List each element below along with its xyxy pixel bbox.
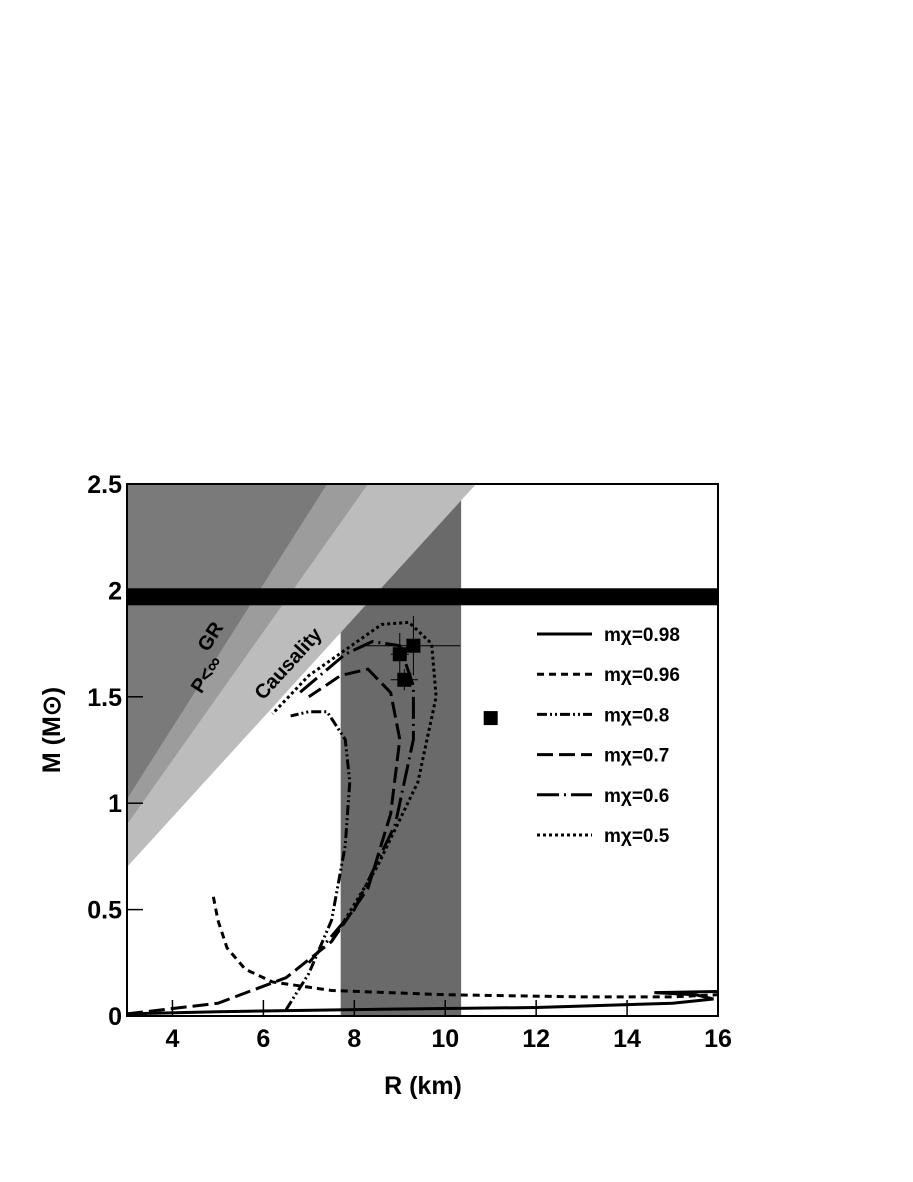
data-point bbox=[406, 638, 421, 653]
mass-band bbox=[127, 588, 718, 606]
y-tick-label: 0.5 bbox=[87, 897, 122, 925]
legend-label: mχ=0.96 bbox=[604, 665, 680, 686]
x-tick-label: 8 bbox=[347, 1025, 361, 1053]
data-point bbox=[397, 672, 412, 687]
curve bbox=[271, 620, 438, 943]
plot-frame bbox=[126, 483, 719, 1017]
y-tick-label: 0 bbox=[108, 1003, 122, 1031]
y-axis-label: M (M⊙) bbox=[38, 687, 66, 773]
excluded-region bbox=[127, 484, 328, 799]
legend-label: mχ=0.6 bbox=[604, 786, 669, 807]
curve bbox=[284, 710, 352, 1011]
x-tick-label: 6 bbox=[256, 1025, 270, 1053]
x-tick-label: 14 bbox=[613, 1025, 641, 1053]
curve bbox=[211, 896, 718, 999]
y-tick-label: 2 bbox=[108, 577, 122, 605]
curve bbox=[127, 667, 402, 1016]
curve bbox=[298, 639, 415, 964]
x-tick-label: 12 bbox=[522, 1025, 550, 1053]
legend-label: mχ=0.7 bbox=[604, 746, 669, 767]
x-tick-label: 10 bbox=[431, 1025, 459, 1053]
legend-label: mχ=0.5 bbox=[604, 826, 670, 847]
x-tick-label: 4 bbox=[166, 1025, 180, 1053]
plot-area bbox=[127, 484, 718, 1016]
legend-label: mχ=0.8 bbox=[604, 705, 669, 726]
y-tick-label: 1.5 bbox=[87, 684, 122, 712]
y-tick-label: 1 bbox=[108, 790, 122, 818]
y-tick-label: 2.5 bbox=[87, 471, 122, 499]
data-point bbox=[483, 711, 498, 726]
x-tick-label: 16 bbox=[704, 1025, 732, 1053]
data-point bbox=[392, 647, 407, 662]
x-axis-label: R (km) bbox=[384, 1072, 462, 1100]
legend-label: mχ=0.98 bbox=[604, 625, 680, 646]
